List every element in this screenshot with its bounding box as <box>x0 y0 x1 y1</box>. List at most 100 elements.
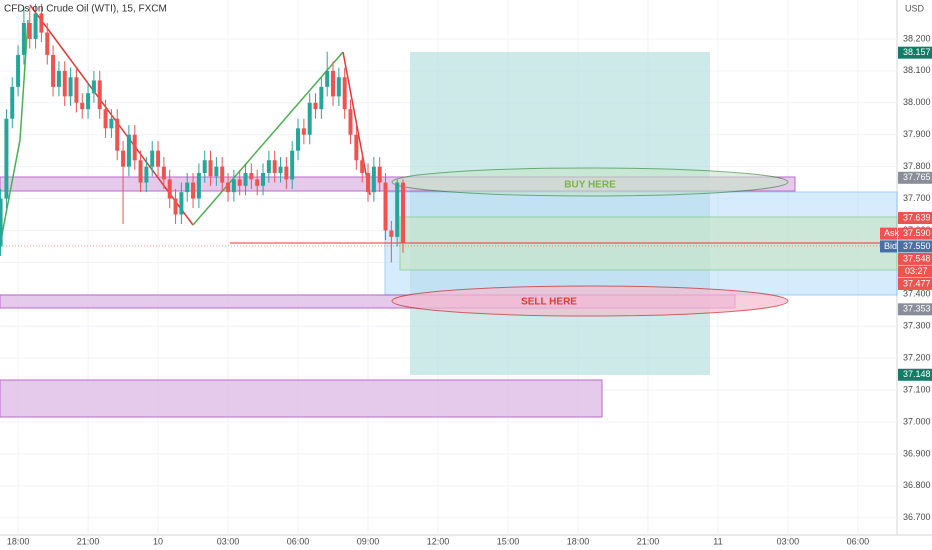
candle-body <box>278 166 283 174</box>
x-tick-label: 09:00 <box>357 536 380 546</box>
candle-body <box>389 230 394 237</box>
candle-body <box>10 86 15 119</box>
candle-body <box>395 182 400 237</box>
candle-body <box>237 179 242 186</box>
candle-body <box>45 32 50 55</box>
y-tick-label: 37.400 <box>903 289 931 299</box>
y-tick-label: 38.100 <box>903 65 931 75</box>
y-tick-label: 38.200 <box>903 33 931 43</box>
candle-body <box>313 102 318 110</box>
price-badge-label: 37.639 <box>903 212 931 222</box>
zone <box>0 379 603 418</box>
candle-body <box>144 166 149 183</box>
candle-body <box>179 192 184 215</box>
candle-body <box>16 54 21 87</box>
candle-body <box>121 150 126 167</box>
candle-body <box>27 22 32 39</box>
y-tick-label: 36.900 <box>903 448 931 458</box>
price-badge <box>898 240 932 253</box>
price-badge-label: 37.550 <box>903 241 931 251</box>
price-badge <box>898 171 932 184</box>
price-tag-box <box>880 227 897 240</box>
chart-title: CFDs on Crude Oil (WTI), 15, FXCM <box>4 4 167 15</box>
candle-body <box>4 118 9 199</box>
candle-body <box>307 102 312 135</box>
price-badge-label: 37.477 <box>903 278 931 288</box>
candle-body <box>21 22 26 55</box>
y-tick-label: 37.000 <box>903 416 931 426</box>
price-badge-label: 37.353 <box>903 304 931 314</box>
candle-body <box>371 166 376 193</box>
candle-body <box>173 198 178 215</box>
candle-body <box>377 166 382 183</box>
y-tick-label: 37.900 <box>903 129 931 139</box>
buy-ellipse <box>391 167 789 197</box>
candle-body <box>319 86 324 110</box>
x-tick-label: 18:00 <box>567 536 590 546</box>
candle-body <box>202 160 207 174</box>
candle-body <box>161 166 166 180</box>
candle-body <box>255 179 260 186</box>
candle-body <box>56 70 61 87</box>
candle-body <box>86 93 91 110</box>
price-badge-label: 37.765 <box>903 172 931 182</box>
candle-body <box>366 173 371 193</box>
trend-line <box>192 51 344 226</box>
y-tick-label: 37.300 <box>903 321 931 331</box>
candle-body <box>80 102 85 110</box>
candle-body <box>103 109 108 129</box>
candle-body <box>115 118 120 151</box>
candle-body <box>109 118 114 129</box>
currency: USD <box>905 3 925 13</box>
candle-body <box>272 160 277 174</box>
x-tick-label: 06:00 <box>287 536 310 546</box>
annotation: SELL HERE <box>521 297 577 308</box>
candle-body <box>138 160 143 183</box>
x-tick-label: 18:00 <box>7 536 30 546</box>
trend-line <box>342 51 371 196</box>
x-tick-label: 03:00 <box>217 536 240 546</box>
candle-body <box>0 198 3 247</box>
x-tick-label: 21:00 <box>637 536 660 546</box>
candle-body <box>354 134 359 161</box>
price-badge <box>898 212 932 225</box>
candle-body <box>231 179 236 193</box>
candle-body <box>74 77 79 103</box>
candle-body <box>348 109 353 135</box>
x-tick-label: 03:00 <box>777 536 800 546</box>
price-badge-label: 37.148 <box>903 369 931 379</box>
price-badge <box>898 252 932 265</box>
candle-body <box>91 80 96 94</box>
candles <box>0 3 406 263</box>
candle-body <box>360 160 365 174</box>
price-badge <box>898 227 932 240</box>
candle-body <box>249 173 254 180</box>
trend-line <box>0 19 29 246</box>
candle-body <box>68 77 73 97</box>
annotation: BUY HERE <box>564 180 616 191</box>
countdown: 03:27 <box>905 266 928 276</box>
candle-body <box>191 182 196 199</box>
candle-body <box>132 134 137 161</box>
candle-body <box>336 77 341 97</box>
candle-body <box>226 182 231 193</box>
x-tick-label: 10 <box>153 536 163 546</box>
candle-body <box>156 150 161 167</box>
candle-body <box>126 134 131 167</box>
x-tick-label: 15:00 <box>497 536 520 546</box>
candle-body <box>401 182 406 244</box>
candle-body <box>208 160 213 177</box>
x-tick-label: 12:00 <box>427 536 450 546</box>
y-tick-label: 36.700 <box>903 512 931 522</box>
x-tick-label: 11 <box>713 536 722 546</box>
candle-body <box>243 173 248 186</box>
candle-body <box>284 166 289 180</box>
candle-body <box>290 150 295 180</box>
price-badge-label: 37.590 <box>903 228 931 238</box>
price-badge <box>898 303 932 316</box>
candle-body <box>296 128 301 151</box>
candle-body <box>39 13 44 33</box>
x-tick-label: 21:00 <box>77 536 100 546</box>
